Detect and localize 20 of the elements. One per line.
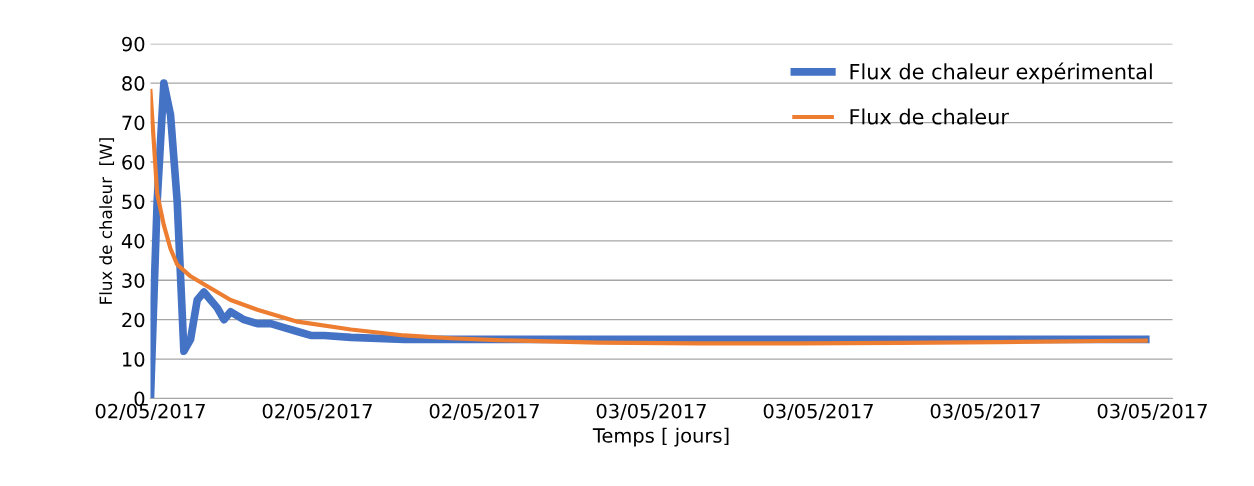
x-tick-label: 03/05/2017 [763,403,873,420]
y-tick-label: 60 [122,154,145,170]
x-axis-title: Temps [ jours] [592,427,729,447]
legend-label: Flux de chaleur expérimental [850,62,1152,84]
x-tick-label: 03/05/2017 [930,403,1040,420]
line-series [150,88,1148,346]
x-tick-label: 03/05/2017 [596,403,706,420]
y-tick-label: 80 [122,76,145,91]
y-tick-label: 70 [122,115,145,131]
x-tick-label: 02/05/2017 [262,403,372,420]
x-tick-label: 03/05/2017 [1097,403,1207,420]
legend-label: Flux de chaleur [850,108,1009,125]
x-tick-label: 02/05/2017 [429,403,539,420]
y-tick-label: 40 [121,233,145,249]
y-tick-label: 20 [122,312,145,328]
y-axis-title: Flux de chaleur [W] [99,138,115,304]
y-tick-label: 30 [122,273,145,288]
y-tick-label: 90 [122,36,145,52]
y-tick-label: 50 [122,194,145,210]
y-tick-label: 10 [123,352,145,367]
